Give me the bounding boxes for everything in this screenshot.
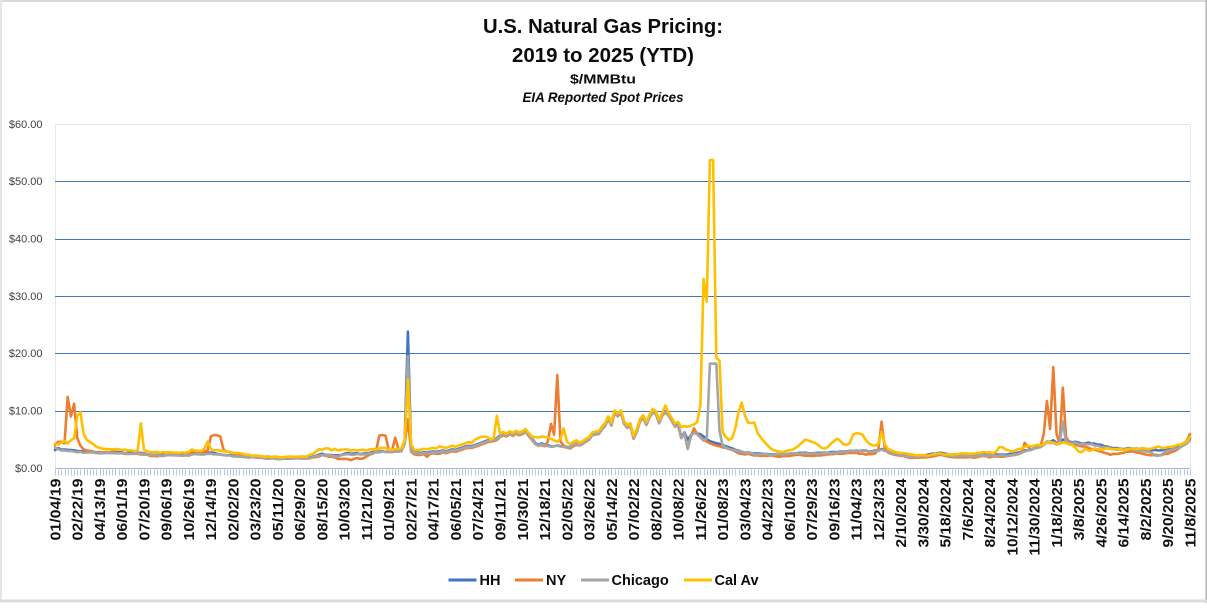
svg-text:09/16/23: 09/16/23: [826, 479, 843, 541]
svg-text:07/20/19: 07/20/19: [136, 479, 153, 541]
svg-text:08/15/20: 08/15/20: [315, 479, 332, 541]
svg-text:1/18/2025: 1/18/2025: [1049, 479, 1066, 548]
svg-text:3/30/2024: 3/30/2024: [915, 478, 932, 548]
svg-text:$30.00: $30.00: [9, 291, 43, 303]
svg-text:06/05/21: 06/05/21: [448, 479, 465, 541]
svg-text:9/20/2025: 9/20/2025: [1160, 479, 1177, 548]
svg-text:01/08/23: 01/08/23: [715, 479, 732, 541]
svg-text:04/22/23: 04/22/23: [760, 479, 777, 541]
svg-text:2/10/2024: 2/10/2024: [893, 478, 910, 548]
svg-text:U.S. Natural Gas Pricing:: U.S. Natural Gas Pricing:: [483, 15, 723, 38]
svg-text:Cal Av: Cal Av: [715, 573, 759, 589]
svg-text:4/26/2025: 4/26/2025: [1093, 479, 1110, 548]
svg-text:06/01/19: 06/01/19: [114, 479, 131, 541]
svg-text:11/30/2024: 11/30/2024: [1027, 478, 1044, 556]
svg-text:05/14/22: 05/14/22: [604, 479, 621, 541]
svg-text:8/24/2024: 8/24/2024: [982, 478, 999, 548]
svg-text:11/26/22: 11/26/22: [693, 479, 710, 541]
svg-text:$20.00: $20.00: [9, 348, 43, 360]
svg-text:09/06/19: 09/06/19: [159, 479, 176, 541]
svg-text:10/30/21: 10/30/21: [515, 479, 532, 541]
svg-text:Chicago: Chicago: [612, 573, 669, 589]
svg-text:07/02/22: 07/02/22: [626, 479, 643, 541]
svg-text:04/17/21: 04/17/21: [426, 479, 443, 541]
svg-text:10/08/22: 10/08/22: [671, 479, 688, 541]
svg-text:11/8/2025: 11/8/2025: [1182, 479, 1199, 548]
svg-text:3/8/2025: 3/8/2025: [1071, 479, 1088, 541]
svg-text:8/2/2025: 8/2/2025: [1138, 479, 1155, 541]
svg-text:10/03/20: 10/03/20: [337, 479, 354, 541]
svg-text:12/14/19: 12/14/19: [203, 479, 220, 541]
svg-text:$10.00: $10.00: [9, 406, 43, 418]
svg-text:01/04/19: 01/04/19: [47, 479, 64, 541]
svg-text:08/20/22: 08/20/22: [648, 479, 665, 541]
svg-text:02/02/20: 02/02/20: [225, 479, 242, 541]
svg-text:10/12/2024: 10/12/2024: [1004, 478, 1021, 556]
svg-text:01/09/21: 01/09/21: [381, 479, 398, 541]
svg-text:04/13/19: 04/13/19: [92, 479, 109, 541]
svg-text:2019 to 2025 (YTD): 2019 to 2025 (YTD): [512, 44, 694, 67]
svg-text:12/18/21: 12/18/21: [537, 479, 554, 541]
svg-text:6/14/2025: 6/14/2025: [1116, 479, 1133, 548]
svg-text:$40.00: $40.00: [9, 234, 43, 246]
svg-text:7/6/2024: 7/6/2024: [960, 478, 977, 541]
svg-text:03/23/20: 03/23/20: [248, 479, 265, 541]
svg-text:07/24/21: 07/24/21: [470, 479, 487, 541]
svg-text:$50.00: $50.00: [9, 176, 43, 188]
svg-text:5/18/2024: 5/18/2024: [938, 478, 955, 548]
svg-text:10/26/19: 10/26/19: [181, 479, 198, 541]
svg-text:HH: HH: [480, 573, 501, 589]
svg-text:03/26/22: 03/26/22: [582, 479, 599, 541]
svg-text:$0.00: $0.00: [15, 463, 43, 475]
svg-text:$/MMBtu: $/MMBtu: [570, 72, 636, 87]
svg-text:EIA Reported Spot Prices: EIA Reported Spot Prices: [523, 89, 684, 105]
svg-text:03/04/23: 03/04/23: [737, 479, 754, 541]
svg-text:$60.00: $60.00: [9, 119, 43, 131]
svg-text:11/21/20: 11/21/20: [359, 479, 376, 541]
svg-text:02/22/19: 02/22/19: [70, 479, 87, 541]
svg-text:02/05/22: 02/05/22: [559, 479, 576, 541]
svg-text:05/11/20: 05/11/20: [270, 479, 287, 541]
svg-text:11/04/23: 11/04/23: [849, 479, 866, 541]
svg-text:07/29/23: 07/29/23: [804, 479, 821, 541]
svg-text:06/29/20: 06/29/20: [292, 479, 309, 541]
svg-text:09/11/21: 09/11/21: [493, 479, 510, 541]
svg-text:06/10/23: 06/10/23: [782, 479, 799, 541]
svg-text:12/23/23: 12/23/23: [871, 479, 888, 541]
svg-text:02/27/21: 02/27/21: [404, 479, 421, 541]
svg-text:NY: NY: [546, 573, 566, 589]
